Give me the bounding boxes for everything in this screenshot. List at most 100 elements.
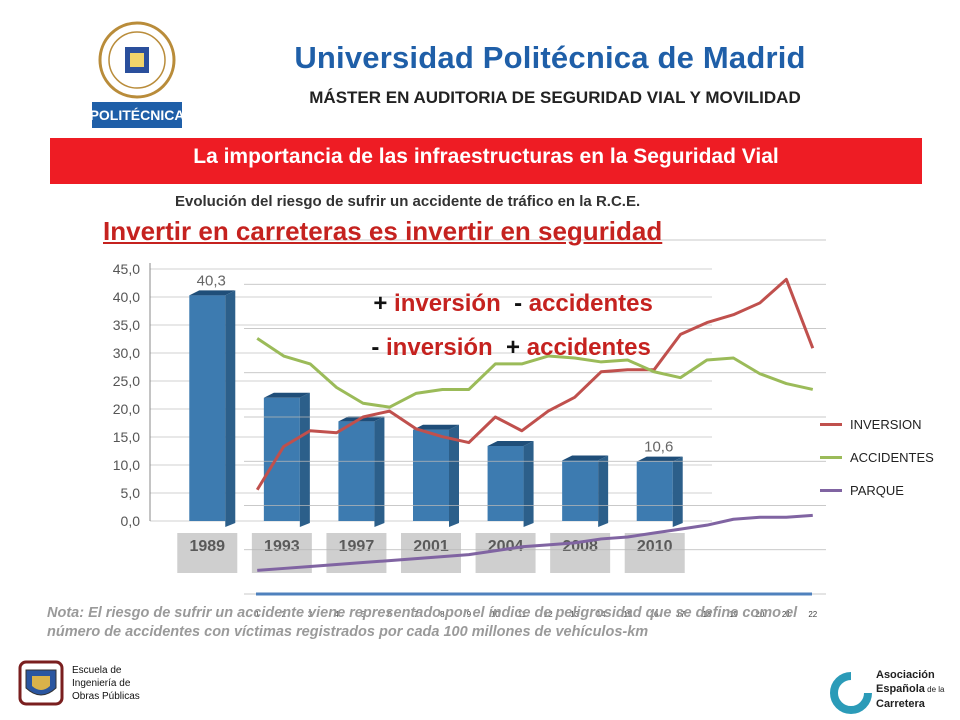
- chart-note: Nota: El riesgo de sufrir un accidente v…: [47, 605, 798, 640]
- bar-top-face: [189, 290, 236, 296]
- bar-chart-title: Evolución del riesgo de sufrir un accide…: [175, 193, 641, 210]
- line-x-tick-label: 1: [255, 610, 260, 619]
- line-x-tick-label: 3: [308, 610, 313, 619]
- bar-category-label: 1993: [264, 538, 300, 555]
- phrase-1-prefix: +: [373, 290, 395, 317]
- school-crest-logo: [12, 658, 70, 708]
- bar-group: 2010 10,6: [624, 439, 685, 573]
- phrase-2-word-2: accidentes: [526, 334, 651, 361]
- line-x-tick-label: 5: [361, 610, 366, 619]
- bar: [562, 460, 599, 521]
- line-x-tick-label: 7: [414, 610, 419, 619]
- bar-side-face: [299, 392, 310, 527]
- bar-category-label: 1989: [189, 538, 225, 555]
- line-x-tick-label: 19: [729, 610, 738, 619]
- line-x-tick-label: 10: [491, 610, 500, 619]
- upm-logo: POLITÉCNICA: [90, 20, 184, 128]
- line-x-tick-label: 21: [782, 610, 791, 619]
- phrase-2-prefix: -: [371, 334, 387, 361]
- bar-y-tick-label: 45,0: [113, 261, 140, 277]
- bar-side-face: [374, 416, 385, 527]
- bar-side-face: [225, 290, 236, 527]
- bar-side-face: [523, 440, 534, 527]
- bar: [413, 429, 449, 521]
- bar-side-face: [672, 456, 683, 527]
- school-line-1: Escuela de: [72, 665, 122, 676]
- line-x-tick-label: 20: [755, 610, 764, 619]
- legend-swatch-parque: [820, 489, 842, 492]
- aec-line-3: Carretera: [876, 698, 925, 710]
- aec-line-2b: de la: [924, 685, 945, 694]
- legend-item-accidentes: ACCIDENTES: [820, 441, 934, 474]
- phrase-line-1: + inversión - accidentes: [360, 262, 652, 318]
- university-title: Universidad Politécnica de Madrid: [294, 40, 806, 75]
- legend-label-parque: PARQUE: [850, 483, 904, 498]
- aec-logo: [830, 672, 872, 714]
- category-plate: [401, 533, 461, 573]
- bar: [189, 295, 226, 521]
- legend-swatch-accidentes: [820, 456, 842, 459]
- aec-line-2: Española: [876, 683, 925, 695]
- banner-text: La importancia de las infraestructuras e…: [193, 145, 779, 168]
- bar: [636, 461, 673, 521]
- bar-category-label: 2001: [413, 538, 449, 555]
- bar-group: 2008: [550, 455, 611, 573]
- phrase-1-mid: -: [500, 290, 529, 317]
- bar-top-face: [562, 455, 609, 461]
- aec-name: Asociación Española de la Carretera: [876, 668, 944, 711]
- bar: [263, 397, 300, 521]
- bar-category-label: 1997: [339, 538, 375, 555]
- bar-y-tick-label: 35,0: [113, 317, 140, 333]
- bar-y-tick-label: 15,0: [113, 429, 140, 445]
- bar-y-tick-label: 0,0: [121, 513, 141, 529]
- bar-top-face: [487, 440, 534, 446]
- category-plate: [326, 533, 387, 573]
- phrase-2-word-1: inversión: [386, 334, 493, 361]
- school-name: Escuela de Ingeniería de Obras Públicas: [72, 664, 140, 703]
- line-series-inversion: [255, 277, 815, 491]
- bar-y-tick-label: 10,0: [113, 457, 140, 473]
- legend-label-accidentes: ACCIDENTES: [850, 450, 934, 465]
- legend-item-parque: PARQUE: [820, 474, 934, 507]
- bar-top-face: [636, 456, 683, 462]
- line-x-tick-label: 8: [440, 610, 445, 619]
- bar-group: 1989 40,3: [177, 272, 238, 573]
- bar-y-tick-label: 25,0: [113, 373, 140, 389]
- line-x-tick-label: 13: [570, 610, 579, 619]
- line-x-tick-label: 22: [808, 610, 817, 619]
- bar-group: 1997: [326, 416, 387, 573]
- school-line-3: Obras Públicas: [72, 691, 140, 702]
- master-subtitle: MÁSTER EN AUDITORIA DE SEGURIDAD VIAL Y …: [309, 88, 801, 107]
- line-x-tick-label: 4: [334, 610, 339, 619]
- bar: [338, 421, 375, 521]
- line-x-tick-label: 17: [676, 610, 685, 619]
- school-line-2: Ingeniería de: [72, 678, 131, 689]
- line-chart-legend: INVERSION ACCIDENTES PARQUE: [820, 408, 934, 507]
- bar-data-label: 40,3: [197, 272, 226, 289]
- bar-top-face: [263, 392, 310, 398]
- bar-y-tick-label: 5,0: [121, 485, 141, 501]
- category-plate: [624, 533, 685, 573]
- bar-group: 2001: [401, 424, 461, 573]
- bar-y-tick-label: 40,0: [113, 289, 140, 305]
- line-x-tick-label: 14: [597, 610, 606, 619]
- bar: [487, 445, 524, 521]
- line-x-tick-label: 18: [703, 610, 712, 619]
- legend-item-inversion: INVERSION: [820, 408, 934, 441]
- bar-category-label: 2010: [637, 538, 673, 555]
- legend-label-inversion: INVERSION: [850, 417, 922, 432]
- line-x-tick-label: 6: [387, 610, 392, 619]
- phrase-2-mid: +: [492, 334, 527, 361]
- line-x-tick-label: 9: [467, 610, 472, 619]
- bar-y-tick-label: 20,0: [113, 401, 140, 417]
- category-plate: [177, 533, 238, 573]
- bar-y-tick-label: 30,0: [113, 345, 140, 361]
- phrase-1-word-1: inversión: [394, 290, 501, 317]
- bar-top-face: [413, 424, 459, 430]
- headline: Invertir en carreteras es invertir en se…: [103, 216, 663, 246]
- legend-swatch-inversion: [820, 423, 842, 426]
- title-banner: [50, 138, 922, 184]
- bar-data-label: 10,6: [644, 439, 673, 456]
- upm-logo-label: POLITÉCNICA: [92, 107, 182, 123]
